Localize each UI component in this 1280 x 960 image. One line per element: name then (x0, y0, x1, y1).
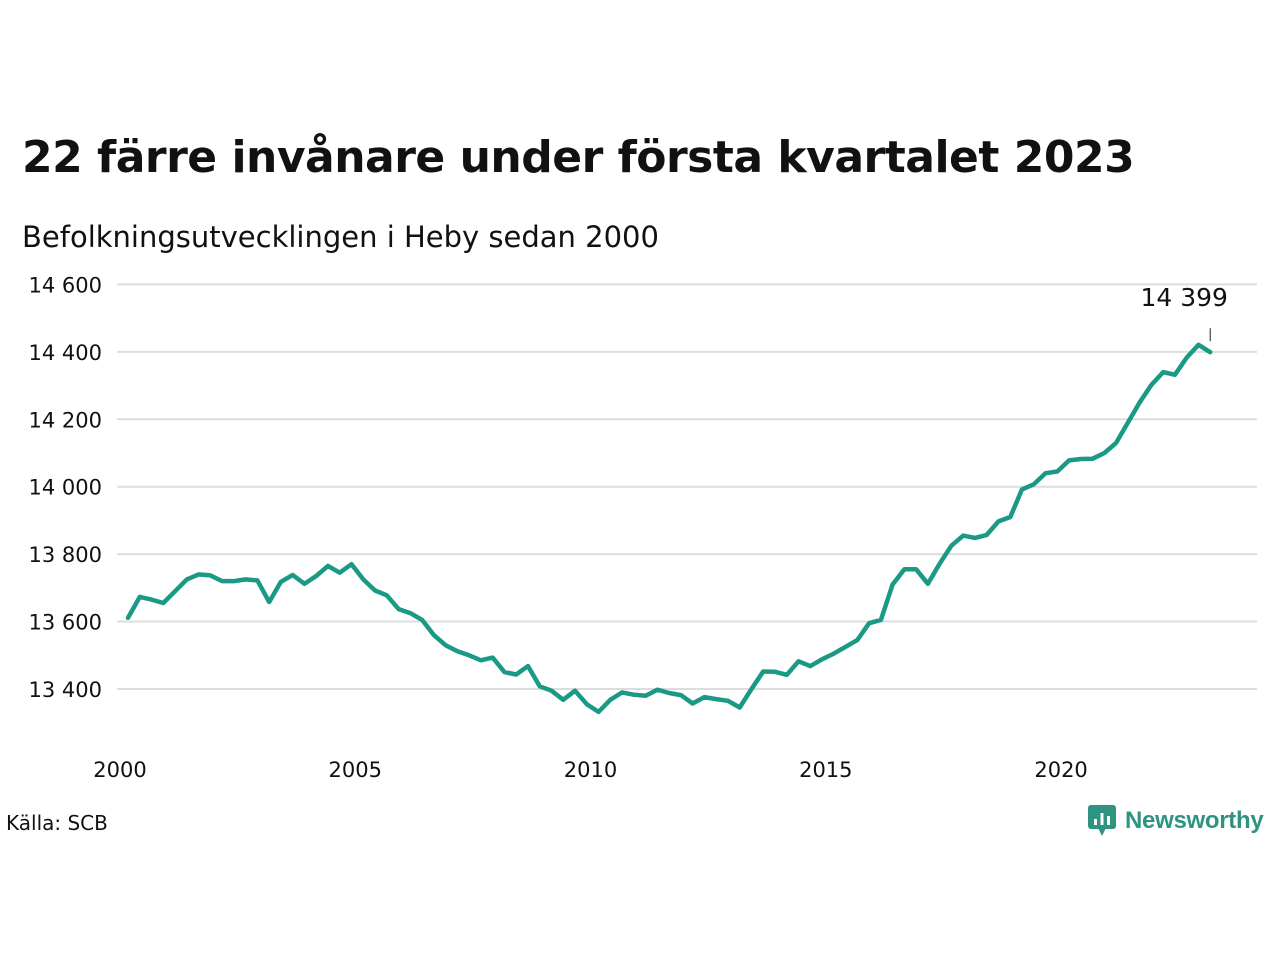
y-axis-ticks: 13 400 13 600 13 800 14 000 14 200 14 400 14 6… (29, 273, 102, 702)
y-tick-label: 13 600 (29, 611, 102, 635)
y-tick-label: 14 200 (29, 408, 102, 432)
newsworthy-logo-icon (1088, 805, 1116, 836)
x-tick-label: 2005 (329, 758, 382, 782)
y-tick-label: 13 800 (29, 543, 102, 567)
x-tick-label: 2000 (93, 758, 146, 782)
brand-logo: Newsworthy (1087, 803, 1264, 839)
y-tick-label: 14 000 (29, 476, 102, 500)
y-tick-label: 14 600 (29, 273, 102, 297)
brand-name: Newsworthy (1125, 807, 1264, 834)
y-tick-label: 14 400 (29, 341, 102, 365)
x-tick-label: 2015 (799, 758, 852, 782)
chart-title: 22 färre invånare under första kvartalet… (22, 132, 1135, 183)
y-tick-label: 13 400 (29, 678, 102, 702)
x-axis-ticks: 2000 2005 2010 2015 2020 (93, 758, 1088, 782)
chart-subtitle: Befolkningsutvecklingen i Heby sedan 200… (22, 220, 659, 254)
source-note: Källa: SCB (6, 811, 108, 835)
line-chart: 13 400 13 600 13 800 14 000 14 200 14 400 14 6… (29, 273, 1257, 782)
x-tick-label: 2010 (564, 758, 617, 782)
x-tick-label: 2020 (1034, 758, 1087, 782)
annotation-last-value: 14 399 (1140, 283, 1227, 312)
series-line-population (125, 342, 1213, 715)
gridlines (117, 283, 1257, 690)
